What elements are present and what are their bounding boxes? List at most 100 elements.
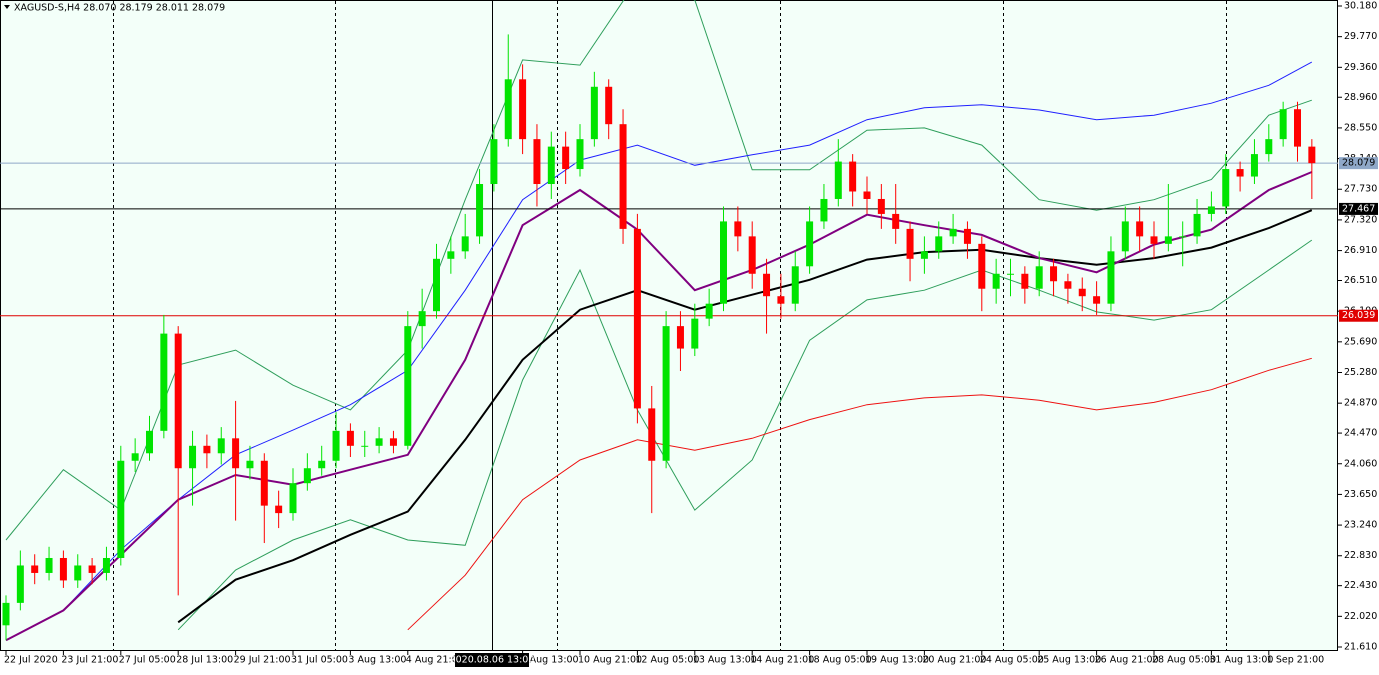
x-tick-label: 31 Aug 13:00 (1209, 655, 1273, 666)
candle-body (246, 460, 254, 469)
candle-body (1279, 109, 1287, 140)
indicator-line (63, 61, 1313, 611)
candle-body (504, 79, 512, 140)
candle-body (447, 251, 455, 259)
x-tick-label: 20 Aug 21:00 (922, 655, 986, 666)
x-tick-label: 19 Aug 13:00 (865, 655, 929, 666)
candle-body (131, 453, 139, 461)
candle-body (576, 139, 584, 170)
candle-body (260, 460, 268, 506)
y-tick-label: 23.650 (1344, 489, 1377, 500)
candle-body (748, 236, 756, 274)
x-tick-label: 24 Aug 05:00 (980, 655, 1044, 666)
y-tick-label: 28.960 (1344, 92, 1377, 103)
candle-body (547, 146, 555, 185)
level-label-box (1339, 157, 1378, 170)
x-tick-label: 23 Jul 21:00 (61, 655, 118, 666)
candle-body (720, 221, 727, 304)
candle-body (1193, 213, 1201, 237)
level-label: 26.039 (1342, 310, 1375, 321)
chart-title: XAGUSD-S,H4 28.070 28.179 28.011 28.079 (14, 3, 225, 14)
candle-body (146, 430, 153, 454)
y-tick-label: 21.610 (1344, 642, 1377, 653)
candle-body (1007, 273, 1014, 275)
candle-body (303, 468, 311, 484)
candle-body (1150, 236, 1158, 244)
candle-body (849, 161, 857, 192)
candle-body (404, 326, 412, 446)
candle-body (906, 228, 914, 259)
candle-body (476, 184, 484, 237)
level-label: 27.467 (1342, 203, 1375, 214)
level-label-box (1339, 309, 1378, 322)
y-tick-label: 26.910 (1344, 245, 1377, 256)
candle-body (461, 236, 469, 252)
y-tick-label: 27.320 (1344, 214, 1377, 225)
y-tick-label: 25.280 (1344, 367, 1377, 378)
candle-body (1035, 266, 1043, 289)
plot-area (0, 0, 1338, 651)
candle-body (433, 258, 440, 312)
candle-body (806, 221, 814, 267)
x-tick-label: 13 Aug 13:00 (693, 655, 757, 666)
x-tick-label: 31 Jul 05:00 (291, 655, 348, 666)
candle-body (289, 483, 297, 514)
candle-body (633, 228, 641, 409)
y-tick-label: 28.550 (1344, 122, 1377, 133)
candle-body (834, 161, 842, 199)
candle-body (892, 213, 900, 229)
candle-body (533, 139, 541, 185)
y-tick-label: 24.470 (1344, 428, 1377, 439)
y-tick-label: 29.360 (1344, 62, 1377, 73)
candle-body (74, 565, 82, 581)
candle-body (920, 251, 928, 259)
y-tick-label: 23.240 (1344, 520, 1377, 531)
candle-body (59, 557, 67, 581)
candle-body (217, 438, 225, 454)
candle-body (375, 438, 383, 446)
candle-body (275, 505, 283, 514)
candle-body (16, 565, 24, 603)
crosshair-label: 2020.08.06 13:00 (450, 655, 535, 666)
candle-body (1064, 281, 1072, 289)
candle-body (346, 430, 354, 446)
candle-body (820, 198, 828, 222)
x-tick-label: 7 Aug 13:00 (521, 655, 579, 666)
candle-body (992, 273, 1000, 289)
indicator-line (5, 171, 1313, 642)
crosshair-label-box (455, 653, 529, 667)
level-label-box (1339, 202, 1378, 215)
x-tick-label: 27 Jul 05:00 (119, 655, 176, 666)
candle-body (31, 565, 39, 573)
candle-body (45, 557, 53, 573)
candle-body (1294, 109, 1301, 147)
candle-body (102, 557, 110, 573)
x-tick-label: 10 Aug 21:00 (578, 655, 642, 666)
candle-body (691, 318, 699, 349)
candle-body (1136, 221, 1144, 237)
candle-body (418, 311, 426, 327)
candle-body (978, 243, 986, 289)
y-tick-label: 22.430 (1344, 580, 1377, 591)
candle-body (1179, 236, 1187, 238)
level-label: 28.079 (1342, 158, 1375, 169)
period-separators (113, 1, 1227, 650)
y-tick-label: 25.690 (1344, 336, 1377, 347)
x-tick-label: 26 Aug 21:00 (1095, 655, 1159, 666)
x-tick-label: 22 Jul 2020 (4, 655, 58, 666)
candle-body (361, 445, 369, 447)
indicator-line (407, 357, 1312, 631)
candle-body (389, 438, 397, 446)
x-tick-label: 3 Aug 13:00 (348, 655, 406, 666)
candle-body (877, 198, 885, 214)
candle-body (1308, 146, 1316, 164)
candle-body (160, 333, 168, 431)
indicator-line (177, 209, 1313, 624)
candle-body (1222, 169, 1230, 207)
y-tick-label: 27.730 (1344, 184, 1377, 195)
candle-body (676, 326, 684, 349)
candle-body (88, 565, 96, 573)
y-tick-label: 24.870 (1344, 398, 1377, 409)
